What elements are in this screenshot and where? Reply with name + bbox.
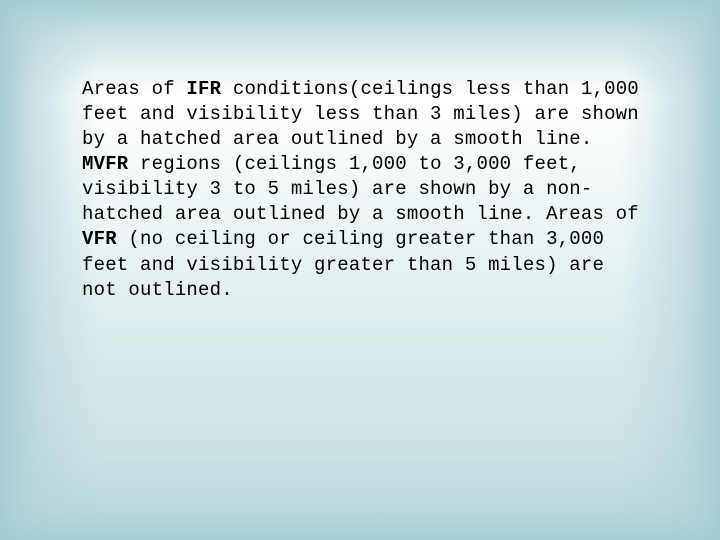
term-mvfr: MVFR [82, 153, 128, 175]
body-text: Areas of IFR conditions(ceilings less th… [82, 77, 650, 303]
slide: Areas of IFR conditions(ceilings less th… [0, 0, 720, 540]
text-segment: (no ceiling or ceiling greater than 3,00… [82, 228, 604, 300]
term-ifr: IFR [186, 78, 221, 100]
text-segment: Areas of [82, 78, 186, 100]
term-vfr: VFR [82, 228, 117, 250]
text-segment: regions (ceilings 1,000 to 3,000 feet, v… [82, 153, 639, 225]
